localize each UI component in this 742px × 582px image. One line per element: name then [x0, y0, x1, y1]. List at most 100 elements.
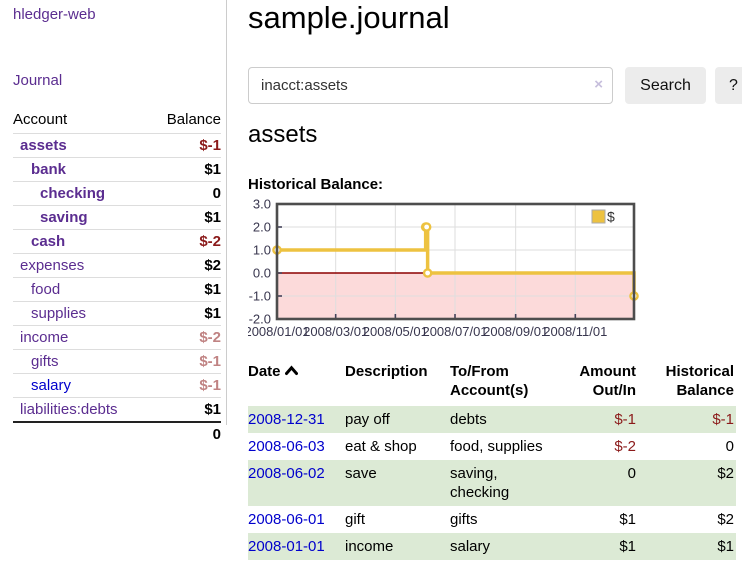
page-title: sample.journal: [248, 0, 450, 35]
transaction-description: gift: [345, 511, 366, 528]
accounts-header-balance: Balance: [166, 111, 221, 128]
register-header-accounts: To/From Account(s): [450, 363, 529, 399]
account-balance: $-1: [149, 373, 221, 398]
accounts-total-value: 0: [149, 421, 221, 446]
x-tick-label: 2008/07/01: [422, 324, 487, 339]
transaction-description: income: [345, 533, 450, 560]
transaction-balance: 0: [725, 438, 734, 455]
account-row: cash $-2: [13, 229, 221, 254]
register-header-date[interactable]: Date: [248, 360, 345, 406]
account-link-cash[interactable]: cash: [31, 233, 66, 250]
transaction-accounts: debts: [450, 406, 562, 433]
account-balance: $1: [149, 157, 221, 182]
chart-title: Historical Balance:: [248, 176, 384, 193]
plot-border: [275, 202, 636, 321]
y-tick-label: 0.0: [253, 266, 271, 281]
account-row: food $1: [13, 277, 221, 302]
x-tick-label: 2008/05/01: [363, 324, 428, 339]
transaction-description: pay off: [345, 406, 450, 433]
transaction-date-link[interactable]: 2008-06-01: [248, 511, 325, 528]
transaction-date-link[interactable]: 2008-06-03: [248, 438, 325, 455]
transaction-description: eat & shop: [345, 438, 417, 455]
transaction-row: 2008-06-02 save saving, checking 0 $2: [248, 460, 736, 506]
transaction-accounts: gifts: [450, 511, 478, 528]
transaction-date-link[interactable]: 2008-01-01: [248, 538, 325, 555]
transaction-description: save: [345, 460, 450, 506]
help-button[interactable]: ?: [715, 67, 742, 104]
y-tick-label: -1.0: [249, 289, 271, 304]
account-title: assets: [248, 121, 318, 148]
accounts-header-account: Account: [13, 111, 68, 128]
account-row: salary $-1: [13, 373, 221, 398]
account-balance: $-2: [149, 325, 221, 350]
transaction-date-cell: 2008-12-31: [248, 406, 345, 433]
transaction-date-link[interactable]: 2008-06-02: [248, 465, 325, 482]
account-row: saving $1: [13, 205, 221, 230]
search-button[interactable]: Search: [625, 67, 706, 104]
account-link-liabilities-debts[interactable]: liabilities:debts: [20, 401, 118, 418]
accounts-total-row: 0: [13, 421, 221, 446]
transaction-date-link[interactable]: 2008-12-31: [248, 411, 325, 428]
search-input-wrap: ×: [248, 67, 613, 104]
spacer: [13, 421, 150, 446]
transaction-amount: $-1: [562, 406, 638, 433]
account-row: checking 0: [13, 181, 221, 206]
legend-label: $: [607, 209, 615, 225]
transaction-amount: $-2: [614, 438, 636, 455]
transaction-accounts: salary: [450, 533, 562, 560]
transaction-row: 2008-06-01 gift gifts $1 $2: [248, 506, 736, 533]
transaction-balance: $-1: [638, 406, 736, 433]
transaction-row: 2008-12-31 pay off debts $-1 $-1: [248, 406, 736, 433]
account-row: liabilities:debts $1: [13, 397, 221, 422]
clear-search-icon[interactable]: ×: [594, 76, 603, 93]
account-link-food[interactable]: food: [31, 281, 61, 298]
account-link-saving[interactable]: saving: [40, 209, 88, 226]
transaction-balance: $2: [717, 511, 734, 528]
sort-up-icon: [284, 362, 298, 381]
main-content: sample.journal × Search ? assets Histori…: [248, 0, 742, 582]
account-balance: 0: [149, 181, 221, 206]
data-point: [421, 222, 432, 232]
accounts-table-header: Account Balance: [13, 108, 221, 134]
legend-swatch: [591, 209, 606, 224]
transaction-amount: $1: [562, 533, 638, 560]
x-tick-label: 2008/09/01: [483, 324, 548, 339]
register-header-row: Date Description To/From Account(s) Amou…: [248, 360, 736, 406]
account-balance: $-1: [149, 349, 221, 374]
transaction-row: 2008-01-01 income salary $1 $1: [248, 533, 736, 560]
account-link-income[interactable]: income: [20, 329, 69, 346]
transaction-balance: $1: [638, 533, 736, 560]
account-balance: $-1: [149, 133, 221, 158]
account-row: assets $-1: [13, 133, 221, 158]
account-link-supplies[interactable]: supplies: [31, 305, 87, 322]
sidebar-item-journal[interactable]: Journal: [13, 72, 63, 89]
register-header-description: Description: [345, 363, 428, 380]
account-link-gifts[interactable]: gifts: [31, 353, 59, 370]
account-row: gifts $-1: [13, 349, 221, 374]
account-link-assets[interactable]: assets: [20, 137, 67, 154]
transaction-date-cell: 2008-06-01: [248, 506, 345, 533]
y-tick-label: -2.0: [249, 312, 271, 327]
account-balance: $1: [149, 301, 221, 326]
register-table: Date Description To/From Account(s) Amou…: [248, 360, 736, 560]
account-row: supplies $1: [13, 301, 221, 326]
account-row: income $-2: [13, 325, 221, 350]
transaction-date-cell: 2008-06-02: [248, 460, 345, 506]
account-balance: $1: [149, 397, 221, 422]
accounts-table: Account Balance assets $-1 bank $1 checking 0…: [13, 108, 221, 446]
account-link-expenses[interactable]: expenses: [20, 257, 85, 274]
account-row: bank $1: [13, 157, 221, 182]
account-row: expenses $2: [13, 253, 221, 278]
x-tick-label: 2008/11/01: [543, 324, 607, 339]
transaction-balance: $2: [638, 460, 736, 506]
search-bar: × Search ?: [248, 67, 742, 104]
transaction-date-cell: 2008-01-01: [248, 533, 345, 560]
app-brand-link[interactable]: hledger-web: [13, 6, 96, 23]
y-tick-label: 1.0: [253, 243, 271, 258]
y-tick-label: 2.0: [253, 220, 271, 235]
account-link-salary[interactable]: salary: [31, 377, 72, 394]
account-link-checking[interactable]: checking: [40, 185, 106, 202]
search-input[interactable]: [248, 67, 613, 104]
account-link-bank[interactable]: bank: [31, 161, 67, 178]
transaction-row: 2008-06-03 eat & shop food, supplies $-2 0: [248, 433, 736, 460]
